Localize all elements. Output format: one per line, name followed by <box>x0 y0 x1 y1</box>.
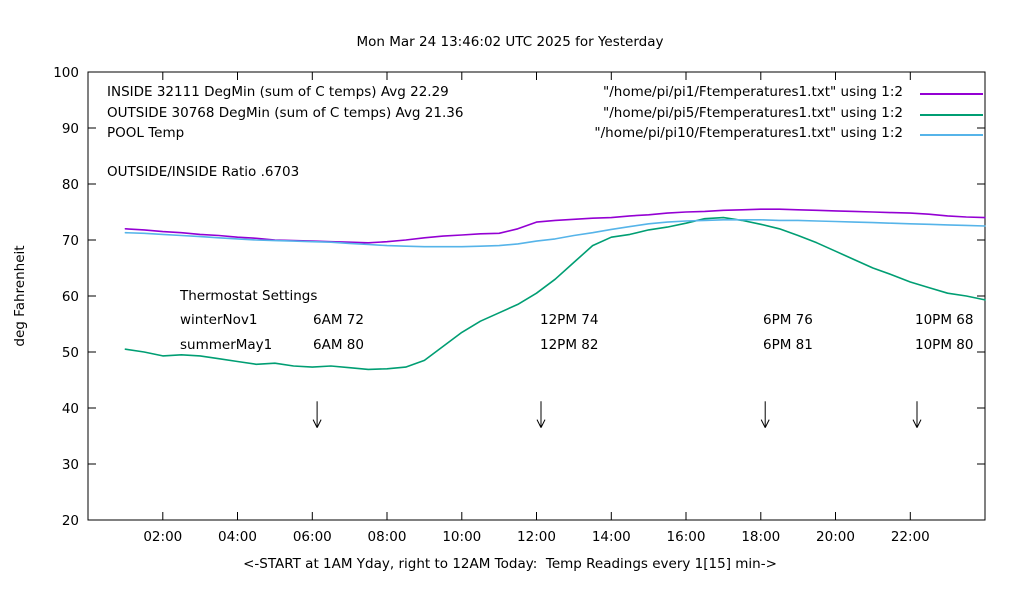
thermostat-summer-6pm: 6PM 81 <box>763 337 813 353</box>
legend-label-inside: INSIDE 32111 DegMin (sum of C temps) Avg… <box>107 84 449 100</box>
thermostat-winter-10pm: 10PM 68 <box>915 312 974 328</box>
x-tick-label: 16:00 <box>667 529 706 545</box>
schedule-arrow <box>536 401 546 428</box>
legend-label-outside: OUTSIDE 30768 DegMin (sum of C temps) Av… <box>107 105 464 121</box>
thermostat-winter-6am: 6AM 72 <box>313 312 364 328</box>
thermostat-settings-title: Thermostat Settings <box>180 288 318 304</box>
legend-file-outside: "/home/pi/pi5/Ftemperatures1.txt" using … <box>603 105 903 121</box>
thermostat-settings: Thermostat Settings winterNov1 6AM 72 12… <box>180 288 990 368</box>
y-axis-label: deg Fahrenheit <box>12 245 28 347</box>
series-inside-line <box>124 208 986 244</box>
schedule-arrow <box>760 401 770 428</box>
thermostat-winter-12pm: 12PM 74 <box>540 312 599 328</box>
series-pool-line <box>124 219 986 248</box>
y-tick-label: 40 <box>62 401 79 417</box>
legend-line-sample-inside <box>920 93 983 95</box>
thermostat-winter-6pm: 6PM 76 <box>763 312 813 328</box>
x-tick-label: 04:00 <box>218 529 257 545</box>
outside-inside-ratio: OUTSIDE/INSIDE Ratio .6703 <box>107 164 300 180</box>
x-tick-label: 08:00 <box>368 529 407 545</box>
schedule-arrow <box>912 401 922 428</box>
thermostat-summer-label: summerMay1 <box>180 337 273 353</box>
y-tick-label: 50 <box>62 345 79 361</box>
thermostat-summer-6am: 6AM 80 <box>313 337 364 353</box>
thermostat-summer-10pm: 10PM 80 <box>915 337 974 353</box>
thermostat-winter-row: winterNov1 6AM 72 12PM 74 6PM 76 10PM 68 <box>180 312 990 332</box>
legend-row-inside: INSIDE 32111 DegMin (sum of C temps) Avg… <box>0 84 1020 104</box>
legend-row-outside: OUTSIDE 30768 DegMin (sum of C temps) Av… <box>0 105 1020 125</box>
x-tick-label: 12:00 <box>517 529 556 545</box>
schedule-arrow <box>312 401 322 428</box>
thermostat-summer-row: summerMay1 6AM 80 12PM 82 6PM 81 10PM 80 <box>180 337 990 357</box>
y-tick-label: 90 <box>62 121 79 137</box>
thermostat-summer-12pm: 12PM 82 <box>540 337 599 353</box>
y-tick-label: 60 <box>62 289 79 305</box>
legend-line-sample-outside <box>920 114 983 116</box>
legend-file-pool: "/home/pi/pi10/Ftemperatures1.txt" using… <box>594 125 903 141</box>
chart-title: Mon Mar 24 13:46:02 UTC 2025 for Yesterd… <box>356 34 664 50</box>
y-tick-label: 100 <box>53 65 79 81</box>
y-tick-label: 80 <box>62 177 79 193</box>
y-tick-label: 20 <box>62 513 79 529</box>
x-tick-label: 14:00 <box>592 529 631 545</box>
x-tick-label: 02:00 <box>143 529 182 545</box>
x-tick-label: 10:00 <box>442 529 481 545</box>
x-tick-label: 22:00 <box>891 529 930 545</box>
thermostat-winter-label: winterNov1 <box>180 312 258 328</box>
y-tick-label: 70 <box>62 233 79 249</box>
legend-label-pool: POOL Temp <box>107 125 185 141</box>
legend-line-sample-pool <box>920 134 983 136</box>
legend-row-pool: POOL Temp "/home/pi/pi10/Ftemperatures1.… <box>0 125 1020 145</box>
x-tick-label: 06:00 <box>293 529 332 545</box>
x-tick-label: 20:00 <box>816 529 855 545</box>
x-tick-label: 18:00 <box>741 529 780 545</box>
legend-file-inside: "/home/pi/pi1/Ftemperatures1.txt" using … <box>603 84 903 100</box>
series-outside-line <box>124 216 986 371</box>
x-axis-label: <-START at 1AM Yday, right to 12AM Today… <box>243 556 777 572</box>
y-tick-label: 30 <box>62 457 79 473</box>
